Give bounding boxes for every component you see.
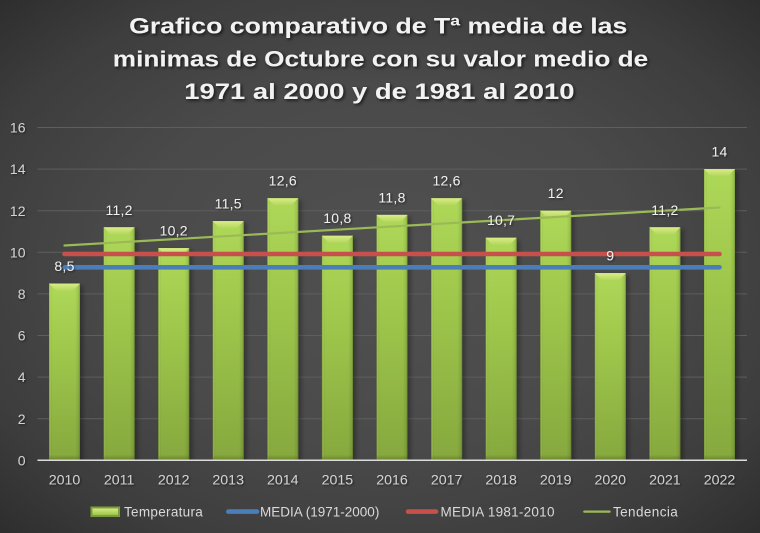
svg-text:11,5: 11,5: [215, 196, 242, 212]
svg-text:8,5: 8,5: [54, 258, 74, 274]
svg-text:12: 12: [10, 203, 26, 219]
svg-text:2020: 2020: [595, 473, 627, 489]
svg-text:12: 12: [548, 185, 564, 201]
svg-text:2018: 2018: [485, 473, 517, 489]
svg-text:12,6: 12,6: [432, 173, 460, 189]
svg-text:2017: 2017: [431, 473, 463, 489]
svg-text:14: 14: [10, 161, 26, 177]
svg-text:11,2: 11,2: [105, 202, 132, 218]
svg-text:2012: 2012: [158, 473, 190, 489]
svg-text:4: 4: [18, 369, 26, 385]
svg-text:10,2: 10,2: [160, 223, 188, 239]
svg-text:0: 0: [18, 452, 26, 468]
svg-text:14: 14: [711, 144, 727, 160]
svg-text:2: 2: [18, 411, 26, 427]
svg-text:Tendencia: Tendencia: [613, 504, 678, 519]
svg-text:9: 9: [606, 248, 614, 264]
svg-text:10,7: 10,7: [487, 212, 515, 228]
svg-text:1971 al 2000 y de 1981 al 2010: 1971 al 2000 y de 1981 al 2010: [184, 79, 574, 104]
svg-text:2013: 2013: [212, 473, 244, 489]
svg-text:16: 16: [10, 120, 26, 136]
svg-text:minimas de Octubre con su valo: minimas de Octubre con su valor medio de: [113, 47, 648, 72]
svg-text:Grafico comparativo de Tª medi: Grafico comparativo de Tª media de las: [129, 15, 627, 40]
svg-text:12,6: 12,6: [269, 173, 297, 189]
svg-text:10: 10: [10, 244, 26, 260]
svg-text:2010: 2010: [49, 473, 81, 489]
svg-text:6: 6: [18, 328, 26, 344]
svg-text:10,8: 10,8: [323, 210, 351, 226]
svg-text:2014: 2014: [267, 473, 299, 489]
svg-text:MEDIA 1981-2010: MEDIA 1981-2010: [441, 504, 555, 519]
svg-text:8: 8: [18, 286, 26, 302]
svg-text:2021: 2021: [649, 473, 681, 489]
svg-text:Temperatura: Temperatura: [124, 504, 203, 519]
svg-text:2016: 2016: [376, 473, 408, 489]
svg-text:2011: 2011: [104, 473, 135, 489]
svg-text:2019: 2019: [540, 473, 572, 489]
svg-text:2022: 2022: [704, 473, 736, 489]
svg-text:11,2: 11,2: [651, 202, 678, 218]
svg-text:11,8: 11,8: [378, 189, 405, 205]
svg-text:MEDIA (1971-2000): MEDIA (1971-2000): [260, 504, 379, 519]
svg-text:2015: 2015: [322, 473, 354, 489]
